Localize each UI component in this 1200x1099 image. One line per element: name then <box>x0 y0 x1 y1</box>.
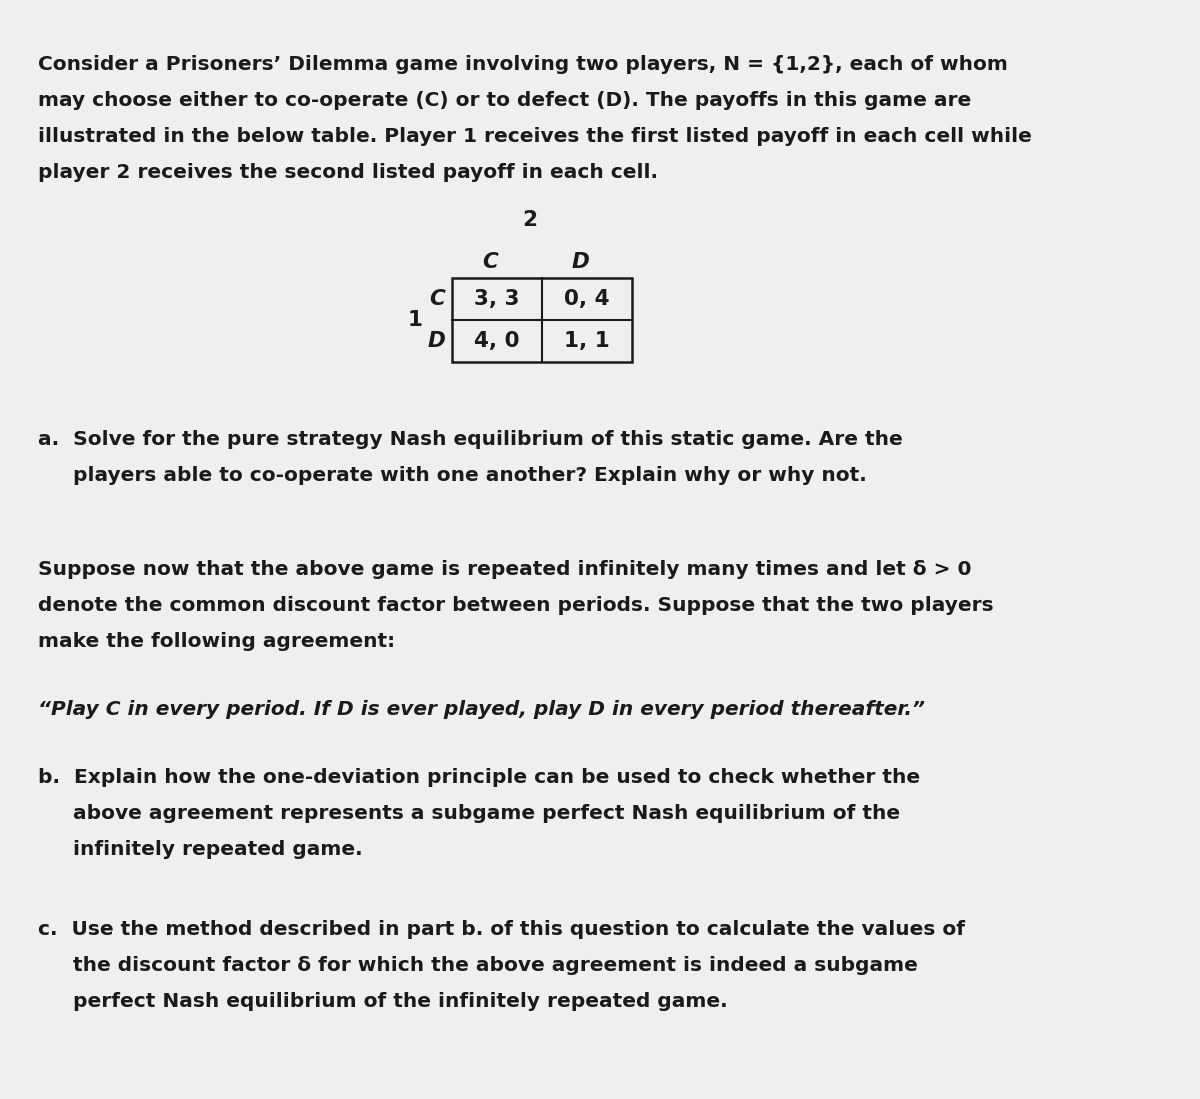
Text: denote the common discount factor between periods. Suppose that the two players: denote the common discount factor betwee… <box>38 596 994 615</box>
Text: player 2 receives the second listed payoff in each cell.: player 2 receives the second listed payo… <box>38 163 658 182</box>
Text: “Play C in every period. If D is ever played, play D in every period thereafter.: “Play C in every period. If D is ever pl… <box>38 700 925 719</box>
Text: D: D <box>571 252 589 271</box>
Text: C: C <box>430 289 445 309</box>
Text: b.  Explain how the one-deviation principle can be used to check whether the: b. Explain how the one-deviation princip… <box>38 768 920 787</box>
Text: perfect Nash equilibrium of the infinitely repeated game.: perfect Nash equilibrium of the infinite… <box>38 992 727 1011</box>
Text: above agreement represents a subgame perfect Nash equilibrium of the: above agreement represents a subgame per… <box>38 804 900 823</box>
Text: 1: 1 <box>408 310 422 330</box>
Text: infinitely repeated game.: infinitely repeated game. <box>38 840 362 859</box>
Bar <box>452 278 632 362</box>
Text: c.  Use the method described in part b. of this question to calculate the values: c. Use the method described in part b. o… <box>38 920 965 939</box>
Text: 4, 0: 4, 0 <box>474 331 520 351</box>
Text: players able to co-operate with one another? Explain why or why not.: players able to co-operate with one anot… <box>38 466 866 485</box>
Text: illustrated in the below table. Player 1 receives the first listed payoff in eac: illustrated in the below table. Player 1… <box>38 127 1032 146</box>
Text: C: C <box>482 252 498 271</box>
Text: 0, 4: 0, 4 <box>564 289 610 309</box>
Text: Suppose now that the above game is repeated infinitely many times and let δ > 0: Suppose now that the above game is repea… <box>38 560 972 579</box>
Text: may choose either to co-operate (C) or to defect (D). The payoffs in this game a: may choose either to co-operate (C) or t… <box>38 91 971 110</box>
Text: make the following agreement:: make the following agreement: <box>38 632 395 651</box>
Text: a.  Solve for the pure strategy Nash equilibrium of this static game. Are the: a. Solve for the pure strategy Nash equi… <box>38 430 902 449</box>
Text: D: D <box>427 331 445 351</box>
Text: the discount factor δ for which the above agreement is indeed a subgame: the discount factor δ for which the abov… <box>38 956 918 975</box>
Text: Consider a Prisoners’ Dilemma game involving two players, N = {1,2}, each of who: Consider a Prisoners’ Dilemma game invol… <box>38 55 1008 74</box>
Text: 2: 2 <box>522 210 538 230</box>
Text: 3, 3: 3, 3 <box>474 289 520 309</box>
Text: 1, 1: 1, 1 <box>564 331 610 351</box>
